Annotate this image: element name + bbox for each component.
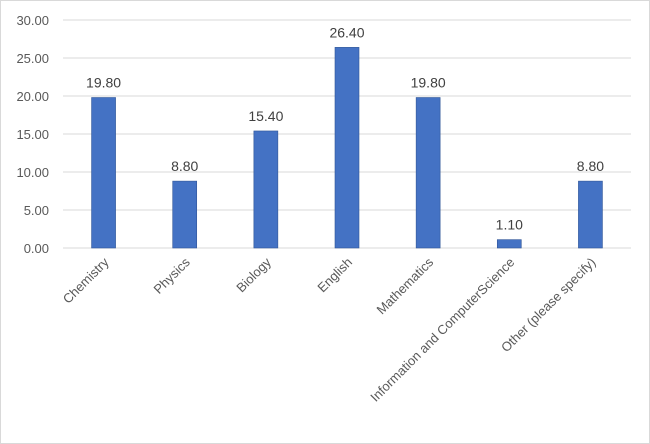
x-category-label: Chemistry [60, 254, 112, 306]
y-tick-label: 15.00 [16, 127, 49, 142]
bar-mathematics [415, 97, 441, 249]
bars [91, 47, 603, 249]
x-category-label: English [314, 255, 355, 296]
y-tick-label: 30.00 [16, 13, 49, 28]
x-category-label: Physics [151, 254, 194, 297]
y-tick-label: 10.00 [16, 165, 49, 180]
x-category-label: Biology [233, 254, 274, 295]
data-label: 26.40 [329, 24, 364, 40]
x-category-label: Mathematics [374, 254, 437, 317]
bar-information-and-computerscience [496, 239, 522, 249]
x-category-label: Information and ComputerScience [367, 255, 517, 405]
data-label: 19.80 [411, 75, 446, 91]
data-label: 19.80 [86, 75, 121, 91]
data-label: 1.10 [496, 217, 523, 233]
bar-chemistry [91, 97, 116, 249]
bar-physics [172, 180, 198, 249]
data-label: 8.80 [577, 158, 604, 174]
y-tick-label: 0.00 [24, 241, 49, 256]
y-tick-label: 5.00 [24, 203, 49, 218]
bar-biology [253, 130, 279, 249]
data-label: 8.80 [171, 158, 198, 174]
x-axis-category-labels: Chemistry Physics Biology English Mathematic… [60, 254, 599, 404]
bar-english [334, 47, 360, 249]
y-tick-label: 20.00 [16, 89, 49, 104]
y-tick-label: 25.00 [16, 51, 49, 66]
data-label: 15.40 [248, 108, 283, 124]
data-labels: 19.80 8.80 15.40 26.40 19.80 1.10 8.80 [86, 24, 604, 232]
x-category-label: Other (please specify) [498, 255, 599, 356]
bar-other-please-specify [578, 180, 603, 249]
y-axis-tick-labels: 0.00 5.00 10.00 15.00 20.00 25.00 30.00 [16, 13, 49, 256]
